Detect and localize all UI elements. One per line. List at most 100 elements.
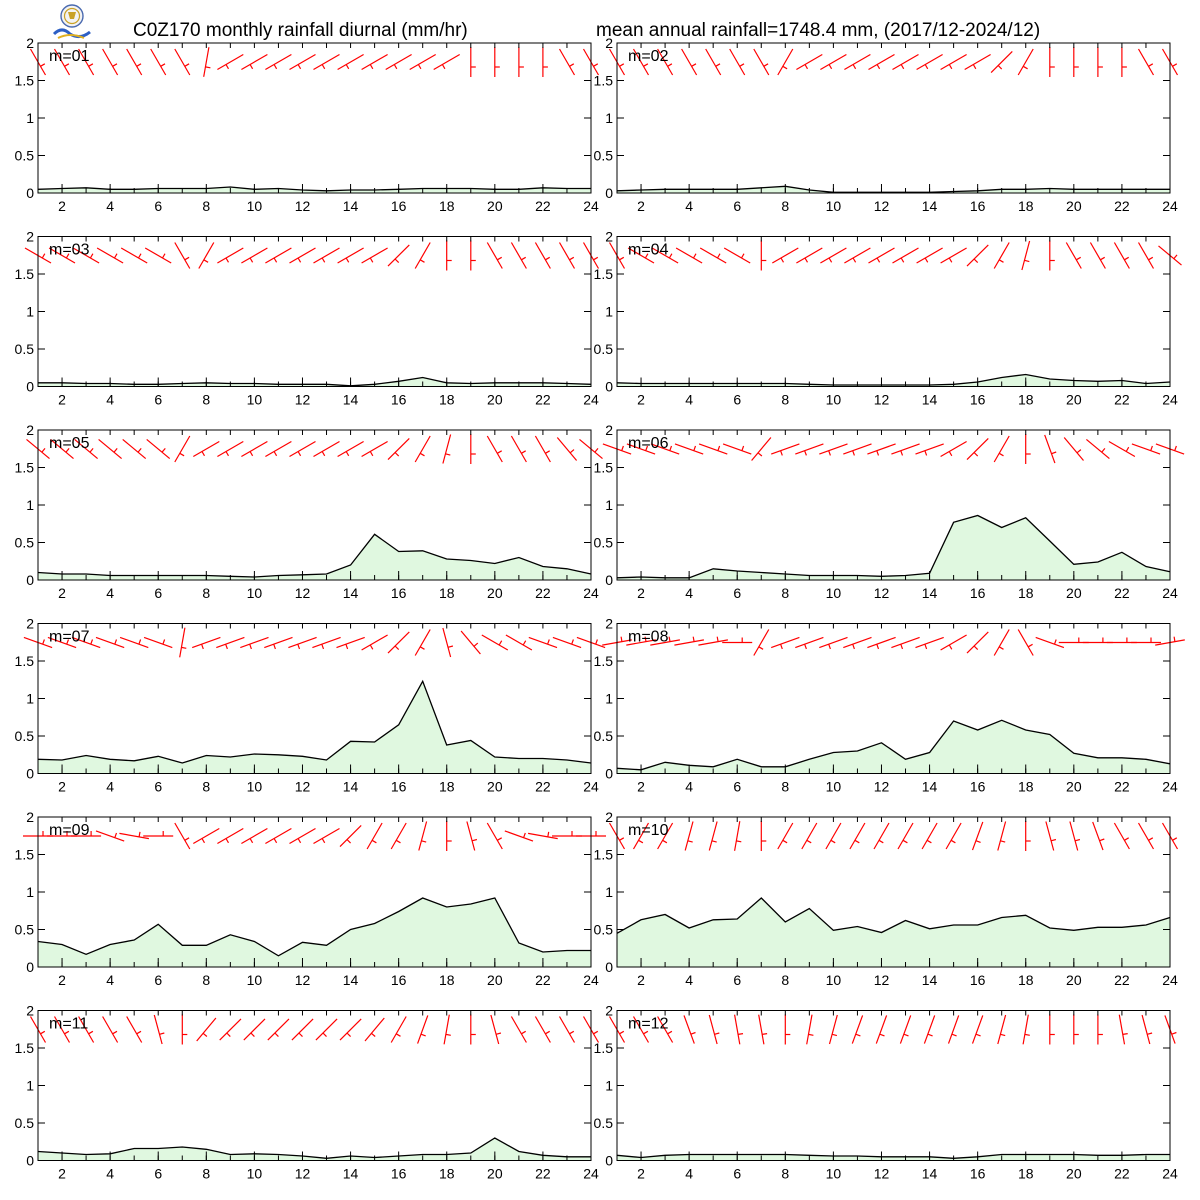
wind-barb [966, 631, 989, 654]
x-tick-label: 22 [1114, 779, 1130, 795]
wind-barb [867, 443, 896, 456]
wind-barb [336, 636, 365, 650]
panel-label: m=06 [628, 435, 669, 452]
panel: 00.511.522 4 6 8 10 12 14 16 18 20 22 24m=02 [594, 35, 1179, 214]
wind-shaft [844, 247, 871, 264]
x-tick-label: 10 [247, 1166, 263, 1182]
wind-barb [1106, 637, 1137, 644]
wind-shaft [964, 53, 991, 71]
wind-barb [552, 831, 582, 837]
wind-shaft [241, 440, 268, 458]
wind-barb [1108, 440, 1136, 458]
wind-tick [369, 257, 374, 263]
wind-barb [418, 821, 428, 851]
wind-tick [1171, 1031, 1177, 1035]
wind-barb [993, 629, 1010, 656]
x-tick-label: 8 [781, 198, 789, 214]
x-tick-label: 18 [439, 585, 455, 601]
wind-tick [445, 1033, 451, 1036]
wind-tick [998, 452, 1004, 457]
wind-shaft [851, 1015, 864, 1044]
x-tick-label: 10 [826, 585, 842, 601]
wind-tick [395, 839, 401, 844]
wind-shaft [126, 1016, 143, 1043]
wind-tick [113, 448, 118, 453]
wind-barb [828, 1014, 838, 1045]
wind-tick [1173, 636, 1176, 642]
wind-tick [321, 64, 326, 70]
wind-tick [804, 450, 807, 456]
x-tick-label: 10 [826, 1166, 842, 1182]
x-tick-label: 18 [1018, 779, 1034, 795]
wind-tick [716, 636, 719, 642]
wind-tick [1148, 63, 1154, 67]
wind-tick [161, 448, 166, 453]
wind-tick [547, 831, 550, 838]
wind-barb [897, 822, 914, 850]
rain-line [37, 186, 591, 192]
wind-shaft [558, 48, 576, 76]
y-tick-label: 1 [605, 884, 613, 900]
wind-tick [1076, 256, 1081, 261]
wind-barb [990, 50, 1013, 74]
wind-shaft [174, 822, 191, 850]
wind-tick [65, 253, 70, 259]
x-tick-label: 14 [343, 1166, 359, 1182]
wind-barb [470, 47, 476, 77]
wind-shaft [466, 821, 476, 851]
wind-shaft [751, 437, 772, 461]
x-tick-label: 22 [1114, 1166, 1130, 1182]
wind-tick [876, 257, 881, 263]
x-tick-label: 12 [874, 585, 890, 601]
x-tick-label: 14 [343, 972, 359, 988]
y-tick-label: 1 [26, 497, 34, 513]
wind-shaft [734, 1014, 741, 1045]
rain-area [617, 186, 1170, 193]
rain-line [616, 1153, 1170, 1159]
wind-barb [264, 636, 293, 650]
wind-barb [1082, 637, 1113, 644]
y-tick-label: 0.5 [15, 535, 35, 551]
wind-barb [126, 1016, 143, 1043]
wind-barb [95, 636, 125, 649]
wind-tick [595, 639, 598, 645]
wind-barb [844, 53, 871, 71]
wind-shaft [390, 1016, 407, 1043]
wind-shaft [777, 822, 794, 850]
wind-shaft [174, 435, 191, 463]
x-tick-label: 18 [439, 972, 455, 988]
wind-tick [1124, 837, 1130, 841]
wind-tick [136, 1030, 142, 1035]
wind-tick [419, 259, 425, 263]
wind-tick [716, 253, 721, 259]
wind-tick [782, 839, 788, 844]
wind-tick [66, 639, 70, 645]
x-tick-label: 16 [970, 198, 986, 214]
wind-shaft [632, 1016, 650, 1043]
wind-tick [924, 643, 928, 650]
wind-barb [361, 247, 388, 264]
wind-tick [645, 445, 649, 451]
rain-area [38, 1138, 591, 1161]
wind-barb [364, 1017, 385, 1042]
plot-frame [37, 236, 592, 387]
y-tick-label: 2 [26, 422, 34, 438]
wind-shaft [796, 53, 823, 71]
wind-shaft [734, 821, 741, 851]
y-tick-label: 1.5 [594, 1040, 614, 1056]
wind-tick [394, 258, 400, 264]
wind-barb [153, 1014, 165, 1045]
rain-line [616, 897, 1171, 934]
wind-tick [691, 63, 697, 67]
wind-shaft [339, 824, 362, 848]
wind-barb [825, 822, 842, 850]
wind-shaft [409, 53, 436, 71]
wind-tick [998, 646, 1004, 650]
wind-barb [494, 47, 500, 77]
wind-barb [504, 830, 534, 842]
wind-tick [714, 1032, 720, 1035]
wind-tick [345, 257, 350, 263]
wind-barb [1017, 48, 1034, 76]
wind-tick [924, 257, 929, 263]
x-tick-label: 14 [922, 198, 938, 214]
